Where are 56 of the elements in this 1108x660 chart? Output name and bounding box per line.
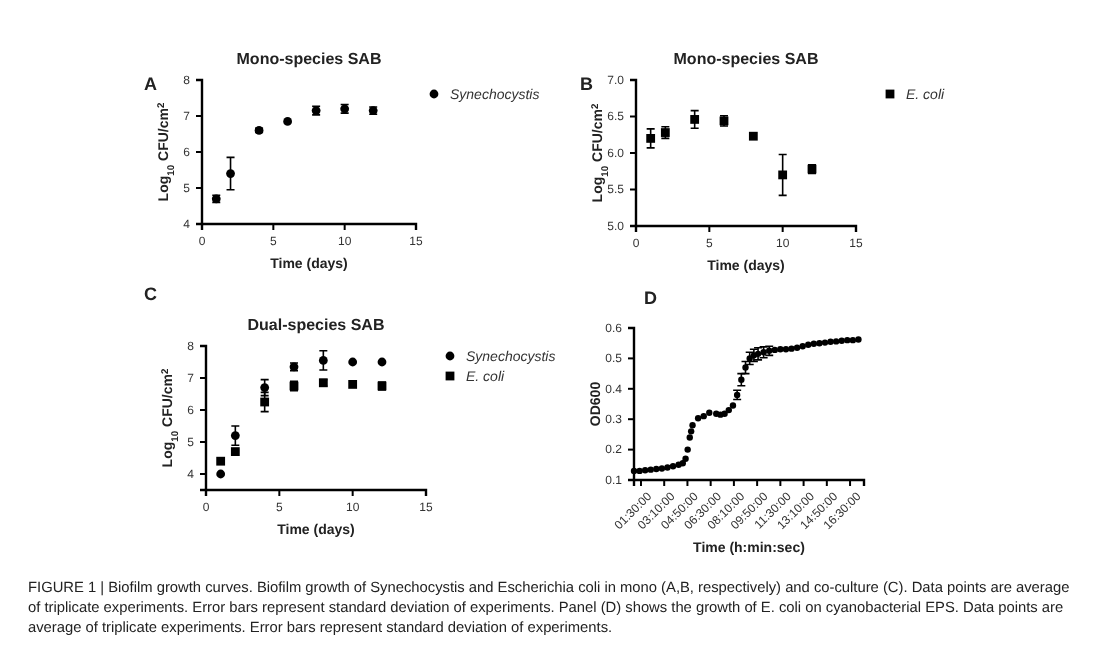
point <box>216 469 226 479</box>
point <box>646 134 656 143</box>
point <box>810 340 818 348</box>
point <box>216 456 226 466</box>
point <box>658 465 666 472</box>
point <box>669 463 677 470</box>
chart-title: Mono-species SAB <box>673 50 819 68</box>
text: B <box>580 74 594 94</box>
chart-title: Dual-species SAB <box>247 316 385 334</box>
point <box>788 345 795 352</box>
point <box>686 434 693 441</box>
point <box>782 346 790 353</box>
point <box>689 422 696 429</box>
point <box>690 115 700 124</box>
point <box>855 336 862 343</box>
point <box>725 406 732 414</box>
point <box>778 170 788 180</box>
point <box>827 338 834 345</box>
point <box>653 465 660 473</box>
point <box>700 412 707 420</box>
point <box>771 346 778 354</box>
point <box>684 446 691 453</box>
text: A <box>144 74 158 94</box>
text: D <box>644 288 658 308</box>
point <box>226 169 235 178</box>
point <box>260 397 270 407</box>
point <box>748 131 758 141</box>
point <box>706 409 713 417</box>
point <box>260 383 270 392</box>
point <box>664 464 671 471</box>
point <box>777 346 784 353</box>
point <box>687 428 695 435</box>
text: C <box>144 284 158 304</box>
point <box>283 117 292 126</box>
point <box>318 356 328 365</box>
point <box>844 336 851 344</box>
point <box>630 467 638 475</box>
point <box>799 343 806 350</box>
point <box>230 431 240 440</box>
chart-title: Mono-species SAB <box>236 50 382 68</box>
point <box>348 380 358 389</box>
point <box>377 357 387 367</box>
point <box>816 340 823 347</box>
point <box>849 336 857 344</box>
point <box>230 447 240 456</box>
point <box>647 466 654 473</box>
point <box>793 344 801 351</box>
point <box>832 338 840 345</box>
point <box>729 402 737 409</box>
point <box>805 341 812 348</box>
point <box>694 415 702 422</box>
point <box>348 357 358 367</box>
point <box>682 455 689 462</box>
point <box>821 339 829 346</box>
point <box>641 467 649 474</box>
point <box>636 467 643 475</box>
